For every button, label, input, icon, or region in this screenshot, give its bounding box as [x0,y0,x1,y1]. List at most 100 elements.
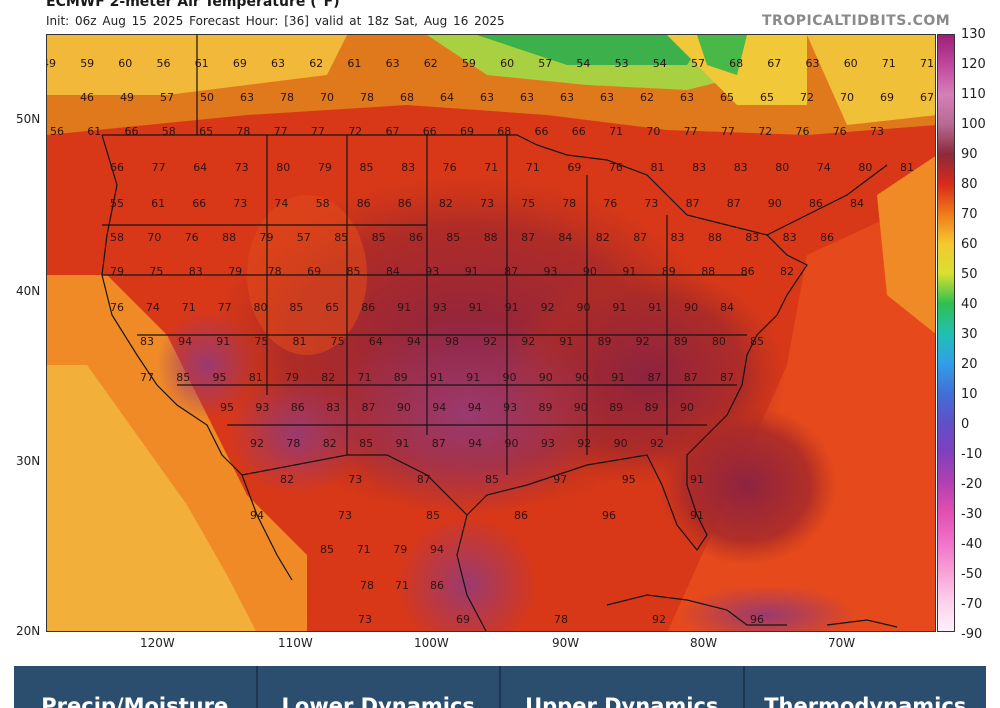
labrador-yellow [807,35,935,125]
colorbar-tick-label: 50 [961,267,978,282]
temp-value: 63 [271,57,285,70]
temp-value: 90 [539,371,553,384]
temp-value: 91 [469,301,483,314]
temp-value: 86 [361,301,375,314]
temp-value: 65 [720,91,734,104]
temp-value: 91 [216,335,230,348]
temp-value: 72 [800,91,814,104]
temp-value: 56 [50,125,64,138]
temp-value: 94 [430,543,444,556]
temp-value: 94 [468,401,482,414]
nav-upper-dynamics[interactable]: Upper Dynamics [501,666,745,708]
temp-value: 71 [358,371,372,384]
temp-value: 77 [152,161,166,174]
atlantic-orange [877,156,935,334]
temp-value: 95 [622,473,636,486]
temp-value: 64 [369,335,383,348]
temp-value: 76 [185,231,199,244]
temp-value: 87 [362,401,376,414]
colorbar-tick-label: 70 [961,207,978,222]
temp-value: 93 [255,401,269,414]
temp-value: 57 [538,57,552,70]
temp-value: 88 [701,265,715,278]
temp-value: 85 [289,301,303,314]
temp-value: 83 [734,161,748,174]
temp-value: 73 [480,197,494,210]
nav-lower-dynamics[interactable]: Lower Dynamics [258,666,501,708]
temp-value: 95 [213,371,227,384]
temp-value: 89 [539,401,553,414]
temp-value: 93 [544,265,558,278]
temp-value: 91 [612,301,626,314]
temp-value: 63 [480,91,494,104]
colorbar-tick-label: 0 [961,417,970,432]
temp-value: 90 [574,401,588,414]
map-subtitle: Init: 06z Aug 15 2025 Forecast Hour: [36… [46,14,505,28]
map-title: ECMWF 2-meter Air Temperature (°F) [46,0,340,10]
temp-value: 60 [118,57,132,70]
temp-value: 92 [483,335,497,348]
temp-value: 80 [775,161,789,174]
temp-value: 64 [440,91,454,104]
temp-value: 69 [233,57,247,70]
temp-value: 65 [199,125,213,138]
temp-value: 70 [320,91,334,104]
temp-value: 68 [497,125,511,138]
lat-label-40n: 40N [16,284,41,298]
brand-watermark[interactable]: TROPICALTIDBITS.COM [762,13,951,29]
temp-value: 58 [316,197,330,210]
temp-value: 86 [398,197,412,210]
temp-value: 79 [228,265,242,278]
temp-value: 93 [433,301,447,314]
pacific-yellow [47,365,256,631]
temp-value: 90 [503,371,517,384]
temp-value: 49 [47,57,56,70]
temp-value: 81 [900,161,914,174]
boundaries [101,35,898,631]
lon-label-90w: 90W [552,636,580,650]
temp-value: 78 [268,265,282,278]
temp-value: 83 [140,335,154,348]
temp-value: 86 [409,231,423,244]
temp-value: 91 [465,265,479,278]
temp-value: 87 [727,197,741,210]
temp-value: 74 [817,161,831,174]
temp-value: 89 [662,265,676,278]
temp-value: 78 [280,91,294,104]
temp-value: 74 [146,301,160,314]
temp-value: 83 [326,401,340,414]
temp-value: 95 [220,401,234,414]
temp-value: 63 [386,57,400,70]
temp-value: 61 [195,57,209,70]
lon-label-120w: 120W [140,636,175,650]
temperature-map: 49 59 60 56 61 69 63 62 61 63 62 59 60 57 54 53 54 57 68 67… [46,34,936,632]
temp-value: 74 [274,197,288,210]
temp-value: 91 [505,301,519,314]
nav-thermodynamics[interactable]: Thermodynamics [764,694,967,708]
temp-value: 60 [844,57,858,70]
temp-value: 87 [504,265,518,278]
nav-precip-moisture[interactable]: Precip/Moisture [14,666,258,708]
temp-value: 76 [443,161,457,174]
temp-value: 75 [331,335,345,348]
temp-value: 73 [348,473,362,486]
temp-value: 71 [357,543,371,556]
temp-value: 54 [653,57,667,70]
temp-value: 59 [462,57,476,70]
temp-value: 76 [609,161,623,174]
category-nav: Precip/Moisture Lower Dynamics Upper Dyn… [14,666,986,708]
temp-value: 94 [178,335,192,348]
colorbar-tick-label: 110 [961,87,986,102]
colorbar-tick-label: -40 [961,537,983,552]
temp-value: 89 [645,401,659,414]
colorbar-tick-label: -50 [961,567,983,582]
temp-value: 85 [446,231,460,244]
hudson-green [697,35,747,75]
temp-value: 90 [583,265,597,278]
temp-value: 81 [249,371,263,384]
temp-value: 90 [768,197,782,210]
temp-value: 97 [553,473,567,486]
colorbar-tick-label: -10 [961,447,983,462]
lon-label-100w: 100W [414,636,449,650]
lon-label-70w: 70W [828,636,856,650]
